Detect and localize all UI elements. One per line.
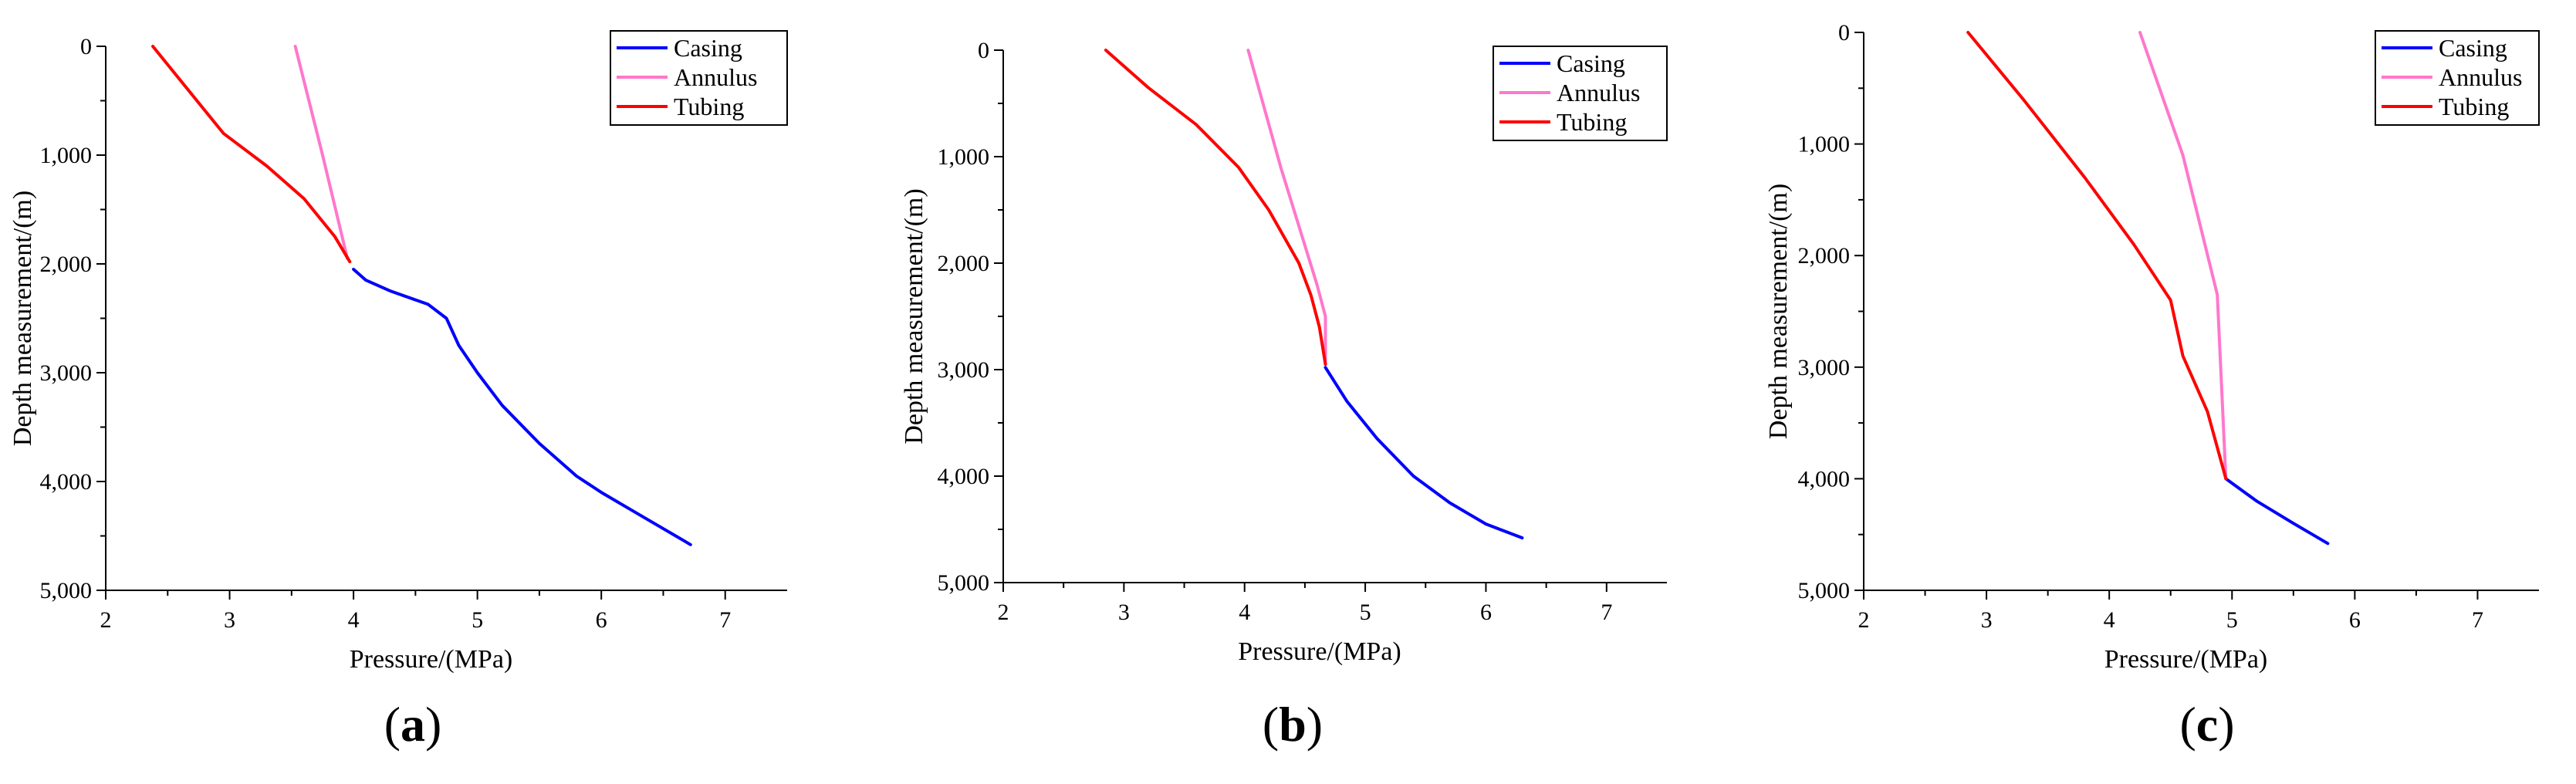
panel-label-open: ( bbox=[2179, 697, 2196, 752]
x-tick-label: 3 bbox=[224, 607, 235, 633]
legend-label: Tubing bbox=[674, 93, 744, 120]
y-tick-label: 0 bbox=[80, 34, 92, 59]
y-tick-label: 1,000 bbox=[938, 144, 990, 170]
legend-label: Casing bbox=[674, 34, 742, 62]
panel-label-open: ( bbox=[1263, 697, 1279, 752]
series-line-annulus bbox=[293, 45, 350, 260]
y-tick-label: 0 bbox=[1838, 20, 1850, 46]
x-tick-label: 7 bbox=[1601, 600, 1612, 625]
x-axis-title: Pressure/(MPa) bbox=[2104, 645, 2268, 674]
x-tick-label: 6 bbox=[2349, 607, 2361, 633]
x-axis-title: Pressure/(MPa) bbox=[350, 645, 513, 674]
panel-label-letter: b bbox=[1279, 697, 1307, 752]
y-axis-title: Depth measurement/(m) bbox=[8, 191, 37, 446]
chart-panel-b: 2 3 4 5 6 7 0 1,000 2,000 3,000 4,000 5,000 Pressure… bbox=[900, 38, 1668, 752]
legend-label: Casing bbox=[2439, 34, 2507, 62]
series-line-annulus bbox=[1246, 49, 1327, 367]
x-tick-label: 2 bbox=[1858, 607, 1870, 633]
x-tick-label: 4 bbox=[2104, 607, 2115, 633]
panel-label-letter: a bbox=[401, 697, 425, 752]
panel-label-close: ) bbox=[425, 697, 441, 752]
chart-panel-c: 2 3 4 5 6 7 0 1,000 2,000 3,000 4,000 5,000 Pressure… bbox=[1764, 20, 2540, 752]
legend-label: Tubing bbox=[2439, 93, 2509, 120]
legend-label: Annulus bbox=[674, 63, 757, 91]
y-tick-label: 3,000 bbox=[938, 357, 990, 383]
panel-label-close: ) bbox=[2218, 697, 2234, 752]
series-line-casing bbox=[2224, 477, 2330, 546]
y-tick-label: 5,000 bbox=[938, 570, 990, 596]
series-line-tubing bbox=[1104, 49, 1327, 367]
y-axis-title: Depth measurement/(m) bbox=[1764, 184, 1793, 439]
y-tick-label: 5,000 bbox=[1798, 578, 1851, 603]
y-tick-label: 2,000 bbox=[938, 251, 990, 276]
x-tick-label: 2 bbox=[100, 607, 112, 633]
panel-label-open: ( bbox=[384, 697, 401, 752]
series-line-annulus bbox=[2138, 31, 2228, 481]
y-tick-label: 1,000 bbox=[40, 143, 93, 168]
x-tick-label: 5 bbox=[1360, 600, 1371, 625]
legend-label: Tubing bbox=[1557, 108, 1627, 136]
series-line-tubing bbox=[1966, 31, 2228, 481]
x-tick-label: 5 bbox=[472, 607, 483, 633]
panel-label-letter: c bbox=[2196, 697, 2218, 752]
x-tick-label: 3 bbox=[1981, 607, 1993, 633]
series-line-casing bbox=[1323, 366, 1524, 539]
panel-label: (a) bbox=[384, 697, 442, 752]
y-tick-label: 5,000 bbox=[40, 578, 93, 603]
y-tick-label: 1,000 bbox=[1798, 132, 1851, 157]
y-tick-label: 3,000 bbox=[40, 360, 93, 386]
panel-label: (c) bbox=[2179, 697, 2234, 752]
y-tick-label: 0 bbox=[978, 38, 989, 63]
y-tick-label: 4,000 bbox=[1798, 466, 1851, 492]
series-line-tubing bbox=[151, 45, 352, 264]
chart-panel-a: 2 3 4 5 6 7 0 1,000 2,000 3,000 4,000 5,000 Pressure… bbox=[8, 30, 788, 752]
x-tick-label: 7 bbox=[719, 607, 731, 633]
x-tick-label: 6 bbox=[596, 607, 607, 633]
panel-label-close: ) bbox=[1307, 697, 1323, 752]
x-tick-label: 4 bbox=[1239, 600, 1250, 625]
y-axis-title: Depth measurement/(m) bbox=[900, 188, 928, 444]
legend-label: Annulus bbox=[1557, 79, 1640, 106]
x-tick-label: 2 bbox=[998, 600, 1009, 625]
x-tick-label: 7 bbox=[2472, 607, 2483, 633]
y-tick-label: 4,000 bbox=[938, 464, 990, 489]
x-tick-label: 5 bbox=[2226, 607, 2238, 633]
x-tick-label: 3 bbox=[1118, 600, 1130, 625]
legend-label: Casing bbox=[1557, 49, 1625, 77]
series-line-casing bbox=[352, 268, 692, 546]
panel-label: (b) bbox=[1263, 697, 1323, 752]
x-tick-label: 4 bbox=[348, 607, 360, 633]
x-tick-label: 6 bbox=[1480, 600, 1492, 625]
y-tick-label: 2,000 bbox=[40, 252, 93, 277]
legend-label: Annulus bbox=[2439, 63, 2522, 91]
y-tick-label: 4,000 bbox=[40, 469, 93, 495]
y-tick-label: 3,000 bbox=[1798, 355, 1851, 380]
x-axis-title: Pressure/(MPa) bbox=[1238, 637, 1401, 666]
y-tick-label: 2,000 bbox=[1798, 243, 1851, 269]
